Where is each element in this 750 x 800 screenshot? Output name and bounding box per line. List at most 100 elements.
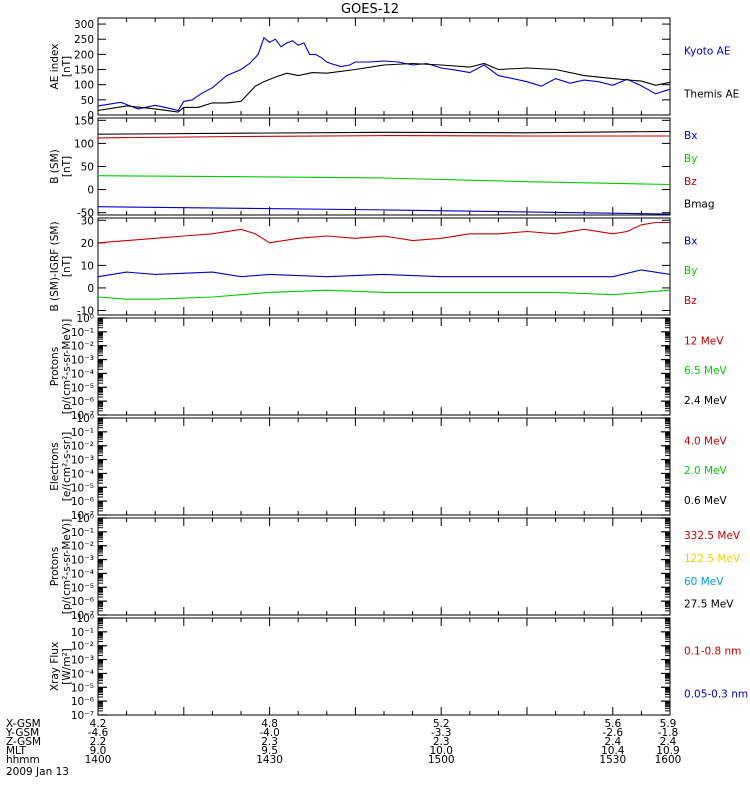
y-tick-label: 0 [87,185,94,197]
y-tick-label: 10⁻¹ [71,627,94,639]
y-tick-label: 10⁻⁴ [71,368,94,380]
footer-row-label: hhmm [6,754,40,766]
series-line-themis-ae [97,62,671,113]
y-tick-label: 250 [74,34,94,46]
y-tick-label: 10⁻³ [71,355,94,367]
footer-value: 10.4 [601,745,625,757]
y-tick-label: 10⁻³ [71,555,94,567]
panel-2: -50 0 50 100 150 B (SM)[nT] Bx By Bz Bmag [49,115,715,219]
footer-value: 5.2 [433,718,450,730]
y-tick-label: 10⁻⁷ [71,510,94,522]
y-tick-label: 10⁻⁵ [71,682,94,694]
footer-value: -4.0 [259,727,280,739]
footer-value: 1600 [655,754,682,766]
legend-entry: 60 MeV [684,576,724,588]
y-axis-label: B (SM)[nT] [49,149,73,183]
y-tick-label: 10⁻² [71,641,94,653]
y-tick-label: 10⁻⁵ [71,382,94,394]
panel-frame [97,417,671,516]
footer-row-label: MLT [6,745,26,757]
y-tick-label: 10⁻⁵ [71,482,94,494]
y-tick-label: 50 [81,162,94,174]
y-tick-label: 50 [81,95,94,107]
y-tick-label: 10⁻⁴ [71,468,94,480]
y-tick-label: 10⁻⁵ [71,582,94,594]
footer-value: 5.6 [604,718,621,730]
footer-row-label: X-GSM [6,718,41,730]
footer-value: 2.3 [261,736,278,748]
footer-value: 5.9 [660,718,677,730]
footer-value: 2.3 [433,736,450,748]
footer-value: 10.9 [656,745,679,757]
footer-value: 1400 [85,754,112,766]
y-tick-label: 10⁰ [76,413,94,425]
legend-entry: Bx [684,235,697,247]
y-tick-label: 10⁻¹ [71,327,94,339]
panel-3: -10 0 10 20 30 B (SM)-IGRF (SM)[nT] Bx By Bz [49,215,697,317]
y-axis-label: AE index[nT] [49,44,73,90]
y-tick-label: 10⁻¹ [71,527,94,539]
plot-title: GOES-12 [341,2,399,17]
y-tick-label: -50 [77,208,94,220]
footer-value: 1530 [599,754,626,766]
panel-7: 10⁰ 10⁻¹ 10⁻² 10⁻³10⁻⁴ 10⁻⁵ 10⁻⁶ 10⁻⁷ Xray Flux… [49,613,748,722]
legend-entry: By [684,153,697,165]
y-tick-label: 10⁻⁷ [71,610,94,622]
y-tick-label: 10⁰ [76,613,94,625]
y-tick-label: 10⁻⁷ [71,410,94,422]
y-tick-label: 20 [81,238,94,250]
footer-value: 9.0 [90,745,107,757]
y-tick-label: 0 [87,110,94,122]
y-axis-label: Protons[p/(cm²-s-sr-MeV)] [49,319,73,414]
y-tick-label: 10⁻² [71,441,94,453]
panel-frame [97,317,671,416]
panel-5: 10⁰ 10⁻¹ 10⁻² 10⁻³10⁻⁴ 10⁻⁵ 10⁻⁶ 10⁻⁷ Electrons… [49,413,728,522]
y-tick-label: 10⁻⁴ [71,668,94,680]
legend-entry: Bz [684,176,697,188]
panel-frame [97,617,671,716]
series-line-bz [97,221,670,244]
legend-entry: 2.0 MeV [684,465,728,477]
legend-entry: By [684,265,697,277]
footer-value: -3.3 [431,727,452,739]
panel-1: 0 50 100 150 200 250 300 AE index[nT] Kyoto AE Th… [49,17,739,122]
legend-entry: 122.5 MeV [684,553,741,565]
y-tick-label: 10 [81,260,94,272]
footer-row-label: Y-GSM [5,727,39,739]
panel-frame [97,217,671,316]
y-tick-label: 10⁻⁶ [71,396,94,408]
y-tick-label: 100 [74,138,94,150]
legend-entry: 27.5 MeV [684,599,734,611]
legend-entry: 332.5 MeV [684,530,741,542]
y-axis-label: B (SM)-IGRF (SM)[nT] [49,221,73,311]
series-line-by [97,289,671,300]
footer-value: 1500 [428,754,455,766]
y-tick-label: 10⁻⁴ [71,568,94,580]
footer-date: 2009 Jan 13 [6,766,69,778]
legend-entry: 0.6 MeV [684,495,728,507]
footer-value: -2.6 [603,727,624,739]
series-line-bz [97,135,670,139]
panel-6: 10⁰ 10⁻¹ 10⁻² 10⁻³10⁻⁴ 10⁻⁵ 10⁻⁶ 10⁻⁷Protons[p… [49,513,741,622]
y-tick-label: 10⁻³ [71,455,94,467]
series-line-bx [97,269,671,278]
y-tick-label: 300 [74,19,94,31]
legend-entry: Kyoto AE [684,45,730,57]
footer-value: 2.4 [604,736,621,748]
footer-value: 2.2 [90,736,107,748]
footer-value: 1430 [256,754,283,766]
series-line-kyoto-ae [97,36,671,112]
y-tick-label: -10 [77,305,94,317]
legend-entry: 0.1-0.8 nm [684,645,741,657]
y-tick-label: 10⁻⁶ [71,696,94,708]
series-line-bmag [97,130,671,135]
series-line-by [97,175,671,186]
y-tick-label: 10⁻¹ [71,427,94,439]
y-tick-label: 10⁻² [71,541,94,553]
y-tick-label: 150 [74,65,94,77]
panel-frame [97,17,671,116]
legend-entry: Bx [684,130,697,142]
footer-value: 9.5 [261,745,278,757]
footer-value: 10.0 [430,745,453,757]
